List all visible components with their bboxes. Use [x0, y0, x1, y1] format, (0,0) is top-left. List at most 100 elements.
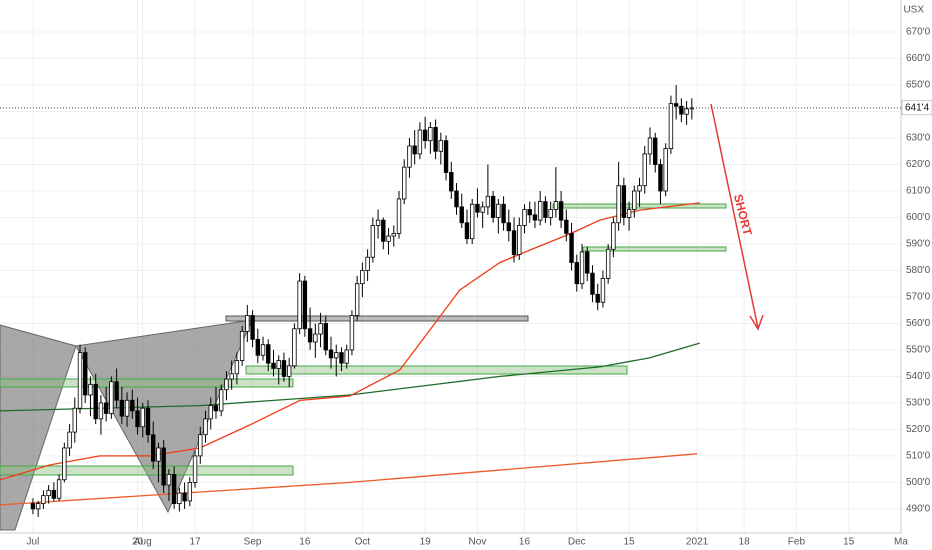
candle-body [93, 383, 98, 420]
candle-body [135, 410, 140, 428]
last-price-label: 641'4 [905, 102, 930, 113]
x-tick-label: Feb [788, 537, 806, 548]
candle-body [464, 222, 470, 240]
candle-body [35, 503, 41, 510]
candle-body [46, 489, 51, 497]
y-tick-label: 590'0 [906, 239, 931, 250]
candle-body [198, 434, 203, 457]
candle-body [130, 399, 135, 412]
candle-body [543, 201, 548, 218]
y-tick-label: 540'0 [906, 371, 931, 382]
candle-body [161, 447, 166, 486]
candle-body [386, 235, 391, 242]
zone [0, 378, 294, 388]
y-tick-label: 560'0 [906, 318, 931, 329]
candle-body [668, 103, 674, 150]
candle-body [585, 251, 590, 274]
candle-body [245, 315, 250, 332]
candle-body [616, 185, 621, 224]
candle-body [334, 352, 339, 359]
y-tick-label: 660'0 [906, 53, 931, 64]
candle-body [574, 262, 579, 285]
candle-body [41, 495, 46, 504]
y-tick-label: 630'0 [906, 133, 931, 144]
arrow-head [749, 314, 764, 331]
candle-body [381, 219, 386, 242]
candle-body [428, 127, 433, 142]
candle-body [344, 349, 349, 364]
candle-body [470, 203, 475, 240]
y-tick-label: 520'0 [906, 424, 931, 435]
candle-body [103, 402, 109, 414]
candle-body [485, 195, 491, 208]
unit-label: USX [903, 5, 924, 16]
candle-body [402, 166, 407, 200]
candle-body [642, 153, 647, 187]
candle-body [689, 107, 695, 110]
zone [0, 465, 294, 476]
x-tick-label: Ma [894, 537, 908, 548]
candle-body [490, 195, 496, 218]
candle-body [83, 352, 88, 396]
candle-body [297, 280, 302, 330]
candle-body [62, 447, 67, 481]
candle-body [522, 209, 527, 226]
candle-body [323, 323, 328, 351]
candle-body [391, 232, 396, 237]
y-tick-label: 650'0 [906, 80, 931, 91]
candle-body [558, 201, 564, 221]
candle-body [532, 214, 538, 221]
candle-body [239, 331, 245, 361]
candle-body [30, 503, 36, 510]
zone [582, 246, 727, 252]
candle-body [182, 492, 187, 502]
x-tick-label: 2021 [686, 537, 709, 548]
candle-body [114, 381, 119, 401]
candle-body [313, 333, 318, 343]
candle-body [679, 105, 684, 115]
candle-body [88, 383, 93, 396]
candle-body [673, 103, 679, 107]
candle-body [229, 373, 234, 380]
candle-body [260, 344, 266, 356]
candle-body [663, 148, 668, 192]
x-tick-label: Jul [27, 537, 40, 548]
y-tick-label: 550'0 [906, 345, 931, 356]
candle-body [292, 328, 297, 367]
candle-body [564, 219, 569, 234]
x-tick-label: 20 [132, 537, 144, 548]
candle-body [156, 447, 161, 462]
candle-body [365, 256, 370, 271]
candle-body [307, 328, 313, 343]
candle-body [422, 129, 428, 142]
x-tick-label: Aug [134, 537, 152, 548]
candle-body [370, 225, 376, 258]
candle-body [438, 140, 444, 152]
candle-body [266, 344, 271, 364]
candle-body [302, 280, 308, 330]
candle-body [177, 492, 182, 504]
zones [0, 203, 727, 531]
candle-body [318, 323, 323, 335]
x-tick-label: 15 [624, 537, 636, 548]
y-tick-label: 530'0 [906, 398, 931, 409]
x-tick-label: 17 [189, 537, 201, 548]
candle-body [234, 360, 240, 375]
y-tick-label: 600'0 [906, 212, 931, 223]
candle-body [548, 209, 553, 218]
candle-body [454, 190, 459, 208]
candle-body [208, 405, 213, 420]
candle-body [145, 407, 151, 436]
candle-body [276, 360, 281, 369]
candle-body [56, 479, 62, 499]
candle-body [67, 431, 72, 449]
candle-body [553, 201, 559, 210]
x-tick-label: 16 [519, 537, 531, 548]
candle-body [286, 365, 292, 377]
y-tick-label: 570'0 [906, 292, 931, 303]
candle-body [590, 272, 595, 295]
x-tick-label: Oct [355, 537, 371, 548]
candle-body [271, 362, 276, 369]
candle-body [569, 232, 574, 263]
candle-body [621, 185, 627, 218]
